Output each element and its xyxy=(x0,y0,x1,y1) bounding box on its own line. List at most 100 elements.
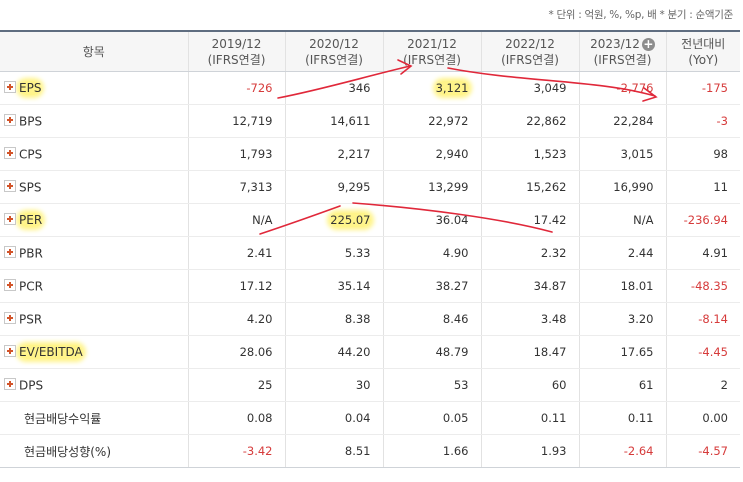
cell: 0.04 xyxy=(284,401,383,435)
expand-plus-icon[interactable] xyxy=(4,378,16,391)
cell: 18.47 xyxy=(480,335,579,369)
cell: 14,611 xyxy=(284,104,383,138)
cell: 0.11 xyxy=(480,401,579,435)
table-row-per: PER N/A 225.07 36.04 17.42 N/A -236.94 xyxy=(0,203,740,237)
cell-yoy: -175 xyxy=(665,71,740,105)
header-col-2019: 2019/12 (IFRS연결) xyxy=(187,30,285,72)
table-row-ev-ebitda: EV/EBITDA 28.06 44.20 48.79 18.47 17.65 … xyxy=(0,335,740,369)
row-label-ev-ebitda[interactable]: EV/EBITDA xyxy=(0,335,188,369)
expand-plus-icon[interactable] xyxy=(4,147,16,160)
row-label-pbr[interactable]: PBR xyxy=(0,236,188,270)
row-label-psr[interactable]: PSR xyxy=(0,302,188,336)
table-row-payout-ratio: 현금배당성향(%) -3.42 8.51 1.66 1.93 -2.64 -4.… xyxy=(0,434,740,468)
cell: 0.08 xyxy=(187,401,285,435)
cell: -3.42 xyxy=(187,434,285,468)
row-label-sps[interactable]: SPS xyxy=(0,170,188,204)
cell-yoy: -4.57 xyxy=(665,434,740,468)
table-row-pcr: PCR 17.12 35.14 38.27 34.87 18.01 -48.35 xyxy=(0,269,740,303)
cell: -726 xyxy=(187,71,285,105)
header-col-2023: 2023/12 + (IFRS연결) xyxy=(578,30,666,72)
cell: 3,015 xyxy=(578,137,666,171)
cell: 53 xyxy=(382,368,481,402)
expand-plus-icon[interactable] xyxy=(4,246,16,259)
table-row-psr: PSR 4.20 8.38 8.46 3.48 3.20 -8.14 xyxy=(0,302,740,336)
cell: 35.14 xyxy=(284,269,383,303)
expand-plus-icon[interactable] xyxy=(4,345,16,358)
row-label-cps[interactable]: CPS xyxy=(0,137,188,171)
cell: -2,776 xyxy=(578,71,666,105)
cell: 9,295 xyxy=(284,170,383,204)
expand-plus-icon[interactable] xyxy=(4,279,16,292)
cell-yoy: -4.45 xyxy=(665,335,740,369)
row-label-pcr[interactable]: PCR xyxy=(0,269,188,303)
cell: 3.20 xyxy=(578,302,666,336)
cell: 2,217 xyxy=(284,137,383,171)
table-row-dividend-yield: 현금배당수익률 0.08 0.04 0.05 0.11 0.11 0.00 xyxy=(0,401,740,435)
cell: 1,793 xyxy=(187,137,285,171)
cell: 16,990 xyxy=(578,170,666,204)
expand-plus-icon[interactable] xyxy=(4,81,16,94)
table-row-eps: EPS -726 346 3,121 3,049 -2,776 -175 xyxy=(0,71,740,105)
cell: 3,121 xyxy=(382,71,481,105)
cell: 3,049 xyxy=(480,71,579,105)
cell: 28.06 xyxy=(187,335,285,369)
cell-yoy: -3 xyxy=(665,104,740,138)
cell: 2.41 xyxy=(187,236,285,270)
row-label-per[interactable]: PER xyxy=(0,203,188,237)
row-label-eps[interactable]: EPS xyxy=(0,71,188,105)
unit-note: * 단위 : 억원, %, %p, 배 * 분기 : 순액기준 xyxy=(548,9,733,21)
cell: 8.38 xyxy=(284,302,383,336)
cell: 4.90 xyxy=(382,236,481,270)
cell-yoy: -8.14 xyxy=(665,302,740,336)
plus-circle-icon[interactable]: + xyxy=(641,36,655,51)
cell: 0.05 xyxy=(382,401,481,435)
header-yoy: 전년대비 (YoY) xyxy=(665,30,740,72)
cell-yoy: 2 xyxy=(665,368,740,402)
cell: 61 xyxy=(578,368,666,402)
expand-plus-icon[interactable] xyxy=(4,213,16,226)
cell: 346 xyxy=(284,71,383,105)
cell: 2.44 xyxy=(578,236,666,270)
cell: 38.27 xyxy=(382,269,481,303)
expand-plus-icon[interactable] xyxy=(4,180,16,193)
cell: 0.11 xyxy=(578,401,666,435)
expand-plus-icon[interactable] xyxy=(4,114,16,127)
cell: N/A xyxy=(578,203,666,237)
cell: -2.64 xyxy=(578,434,666,468)
cell: 30 xyxy=(284,368,383,402)
cell-yoy: 4.91 xyxy=(665,236,740,270)
row-label-bps[interactable]: BPS xyxy=(0,104,188,138)
header-col-2020: 2020/12 (IFRS연결) xyxy=(284,30,383,72)
cell-yoy: 11 xyxy=(665,170,740,204)
cell: 25 xyxy=(187,368,285,402)
cell-yoy: 0.00 xyxy=(665,401,740,435)
header-col-2021: 2021/12 (IFRS연결) xyxy=(382,30,481,72)
row-label-dps[interactable]: DPS xyxy=(0,368,188,402)
cell: 8.46 xyxy=(382,302,481,336)
cell: 34.87 xyxy=(480,269,579,303)
cell: 22,972 xyxy=(382,104,481,138)
cell-yoy: 98 xyxy=(665,137,740,171)
table-row-cps: CPS 1,793 2,217 2,940 1,523 3,015 98 xyxy=(0,137,740,171)
cell: 5.33 xyxy=(284,236,383,270)
cell: 4.20 xyxy=(187,302,285,336)
cell: 44.20 xyxy=(284,335,383,369)
cell: 15,262 xyxy=(480,170,579,204)
cell: 3.48 xyxy=(480,302,579,336)
header-item: 항목 xyxy=(0,30,188,72)
cell: 2,940 xyxy=(382,137,481,171)
table-row-dps: DPS 25 30 53 60 61 2 xyxy=(0,368,740,402)
header-col-2022: 2022/12 (IFRS연결) xyxy=(480,30,579,72)
cell: 8.51 xyxy=(284,434,383,468)
cell: 36.04 xyxy=(382,203,481,237)
cell: 1,523 xyxy=(480,137,579,171)
table-row-sps: SPS 7,313 9,295 13,299 15,262 16,990 11 xyxy=(0,170,740,204)
table-row-bps: BPS 12,719 14,611 22,972 22,862 22,284 -… xyxy=(0,104,740,138)
cell: 225.07 xyxy=(284,203,383,237)
header-row: 항목 2019/12 (IFRS연결) 2020/12 (IFRS연결) 2021/… xyxy=(0,30,740,72)
expand-plus-icon[interactable] xyxy=(4,312,16,325)
financial-ratio-table: 항목 2019/12 (IFRS연결) 2020/12 (IFRS연결) 2021/… xyxy=(0,30,743,468)
cell: 12,719 xyxy=(187,104,285,138)
cell: 17.42 xyxy=(480,203,579,237)
row-label-payout-ratio: 현금배당성향(%) xyxy=(0,434,188,468)
